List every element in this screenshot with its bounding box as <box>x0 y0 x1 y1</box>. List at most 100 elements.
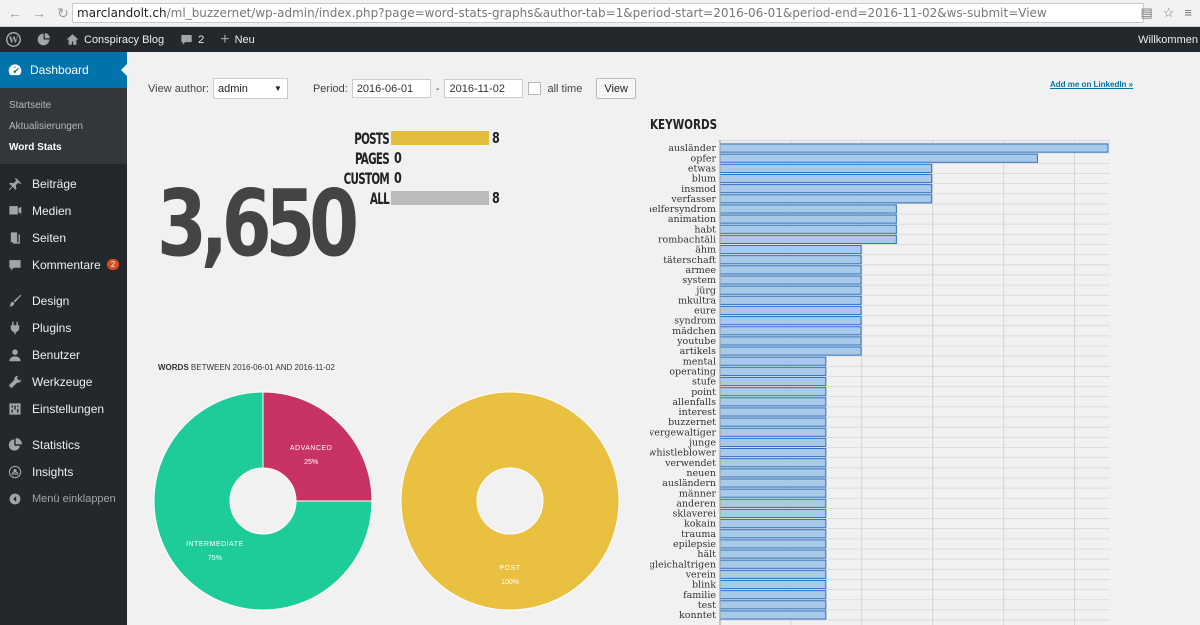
pie-slice <box>262 391 373 502</box>
keyword-label: verwendet <box>664 458 716 469</box>
keyword-bar <box>719 488 827 498</box>
menu-statistics[interactable]: Statistics <box>0 431 127 458</box>
bookmark-star-icon[interactable]: ☆ <box>1162 5 1175 20</box>
menu-seiten[interactable]: Seiten <box>0 224 127 251</box>
keyword-bar <box>719 579 827 590</box>
menu-werkzeuge[interactable]: Werkzeuge <box>0 368 127 395</box>
comments-icon <box>8 258 22 272</box>
post-count-value: 8 <box>492 189 500 207</box>
dashboard-submenu: Startseite Aktualisierungen Word Stats <box>0 88 127 164</box>
pie-slice <box>153 391 373 611</box>
customize-icon[interactable] <box>29 27 58 52</box>
forward-icon[interactable]: → <box>32 5 46 21</box>
keywords-title: KEYWORDS <box>650 118 718 133</box>
menu-dashboard[interactable]: Dashboard <box>0 52 128 88</box>
period-start-input[interactable]: 2016-06-01 <box>351 79 431 98</box>
keyword-bar <box>719 498 827 508</box>
wrench-icon <box>8 375 22 389</box>
keyword-label: verein <box>685 569 716 580</box>
url-host: marclandolt.ch <box>77 6 167 20</box>
menu-einstellungen[interactable]: Einstellungen <box>0 395 127 422</box>
keyword-label: ausländer <box>668 143 716 154</box>
keyword-label: test <box>698 600 716 611</box>
linkedin-link[interactable]: Add me on LinkedIn » <box>1050 80 1134 89</box>
menu-design[interactable]: Design <box>0 287 127 314</box>
keyword-label: youtube <box>676 336 716 347</box>
collapse-menu-button[interactable]: Menü einklappen <box>0 485 127 512</box>
keyword-bar <box>719 356 827 366</box>
back-icon[interactable]: ← <box>8 5 22 21</box>
keyword-label: mental <box>683 356 716 367</box>
address-bar[interactable]: marclandolt.ch/ml_buzzernet/wp-admin/ind… <box>72 3 1144 23</box>
menu-kommentare[interactable]: Kommentare 2 <box>0 251 127 278</box>
keyword-bar <box>719 529 827 539</box>
pie-slice-label: POST <box>499 565 520 572</box>
menu-icon[interactable]: ≡ <box>1184 5 1192 20</box>
translate-icon[interactable]: ▤ <box>1140 5 1153 20</box>
keyword-label: interest <box>679 407 717 418</box>
all-time-label: all time <box>547 82 583 95</box>
keyword-bar <box>719 316 862 326</box>
keyword-label: system <box>682 275 716 286</box>
comments-count: 2 <box>198 33 205 46</box>
keyword-label: vergewaltiger <box>650 427 716 438</box>
submenu-startseite[interactable]: Startseite <box>9 100 52 111</box>
menu-plugins[interactable]: Plugins <box>0 314 127 341</box>
comments-badge: 2 <box>106 259 120 270</box>
wordpress-logo-icon[interactable]: W <box>0 27 29 52</box>
keyword-bar <box>719 245 862 255</box>
filter-form: View author: admin ▼ Period: 2016-06-01 … <box>148 78 636 99</box>
keyword-bar <box>719 143 1109 153</box>
keyword-bar <box>719 194 933 204</box>
howdy-account[interactable]: Willkommen <box>1130 27 1200 52</box>
submenu-aktualisierungen[interactable]: Aktualisierungen <box>9 121 83 132</box>
keyword-label: konntet <box>679 610 716 621</box>
period-end-input[interactable]: 2016-11-02 <box>444 79 524 98</box>
keyword-label: epilepsie <box>673 539 716 550</box>
words-caption-bold: WORDS <box>158 363 189 372</box>
keyword-label: point <box>691 387 716 398</box>
menu-benutzer[interactable]: Benutzer <box>0 341 127 368</box>
post-count-value: 0 <box>394 149 402 167</box>
all-time-checkbox[interactable] <box>528 82 542 95</box>
keyword-label: mkultra <box>678 295 716 306</box>
post-count-label: CUSTOM <box>343 168 390 188</box>
keyword-bar <box>719 265 862 275</box>
keyword-bar <box>719 336 862 346</box>
keyword-label: kokain <box>684 519 716 530</box>
post-count-value: 0 <box>394 169 402 187</box>
keyword-label: verfasser <box>670 194 716 205</box>
keyword-bar <box>719 417 827 427</box>
menu-label: Seiten <box>32 230 67 245</box>
total-words-count: 3,650 <box>157 170 359 277</box>
keyword-label: trauma <box>681 529 716 540</box>
view-button[interactable]: View <box>596 78 636 99</box>
keyword-label: operating <box>669 366 716 377</box>
menu-beitraege[interactable]: Beiträge <box>0 170 127 197</box>
pie-slice-value: 75% <box>208 555 222 562</box>
author-select[interactable]: admin ▼ <box>212 78 288 99</box>
new-content-link[interactable]: + Neu <box>212 27 263 52</box>
menu-medien[interactable]: Medien <box>0 197 127 224</box>
pin-icon <box>8 177 22 191</box>
keyword-label: buzzernet <box>668 417 716 428</box>
reload-icon[interactable]: ↻ <box>57 4 69 21</box>
submenu-word-stats[interactable]: Word Stats <box>9 142 62 153</box>
site-name-link[interactable]: Conspiracy Blog <box>58 27 172 52</box>
post-count-label: PAGES <box>354 148 390 168</box>
keyword-label: junge <box>688 438 716 449</box>
keyword-bar <box>719 153 1038 163</box>
post-count-row: CUSTOM 0 <box>317 168 404 188</box>
author-value: admin <box>217 82 248 95</box>
home-icon <box>66 34 79 45</box>
keyword-label: allenfalls <box>672 397 716 408</box>
keyword-bar <box>719 366 827 376</box>
menu-label: Insights <box>32 464 74 479</box>
comments-link[interactable]: 2 <box>172 27 212 52</box>
keyword-bar <box>719 173 933 184</box>
post-count-row: PAGES 0 <box>317 148 404 168</box>
keyword-bar <box>719 387 827 397</box>
post-count-label: ALL <box>369 188 390 208</box>
menu-insights[interactable]: Insights <box>0 458 127 485</box>
author-label: View author: <box>148 82 209 95</box>
